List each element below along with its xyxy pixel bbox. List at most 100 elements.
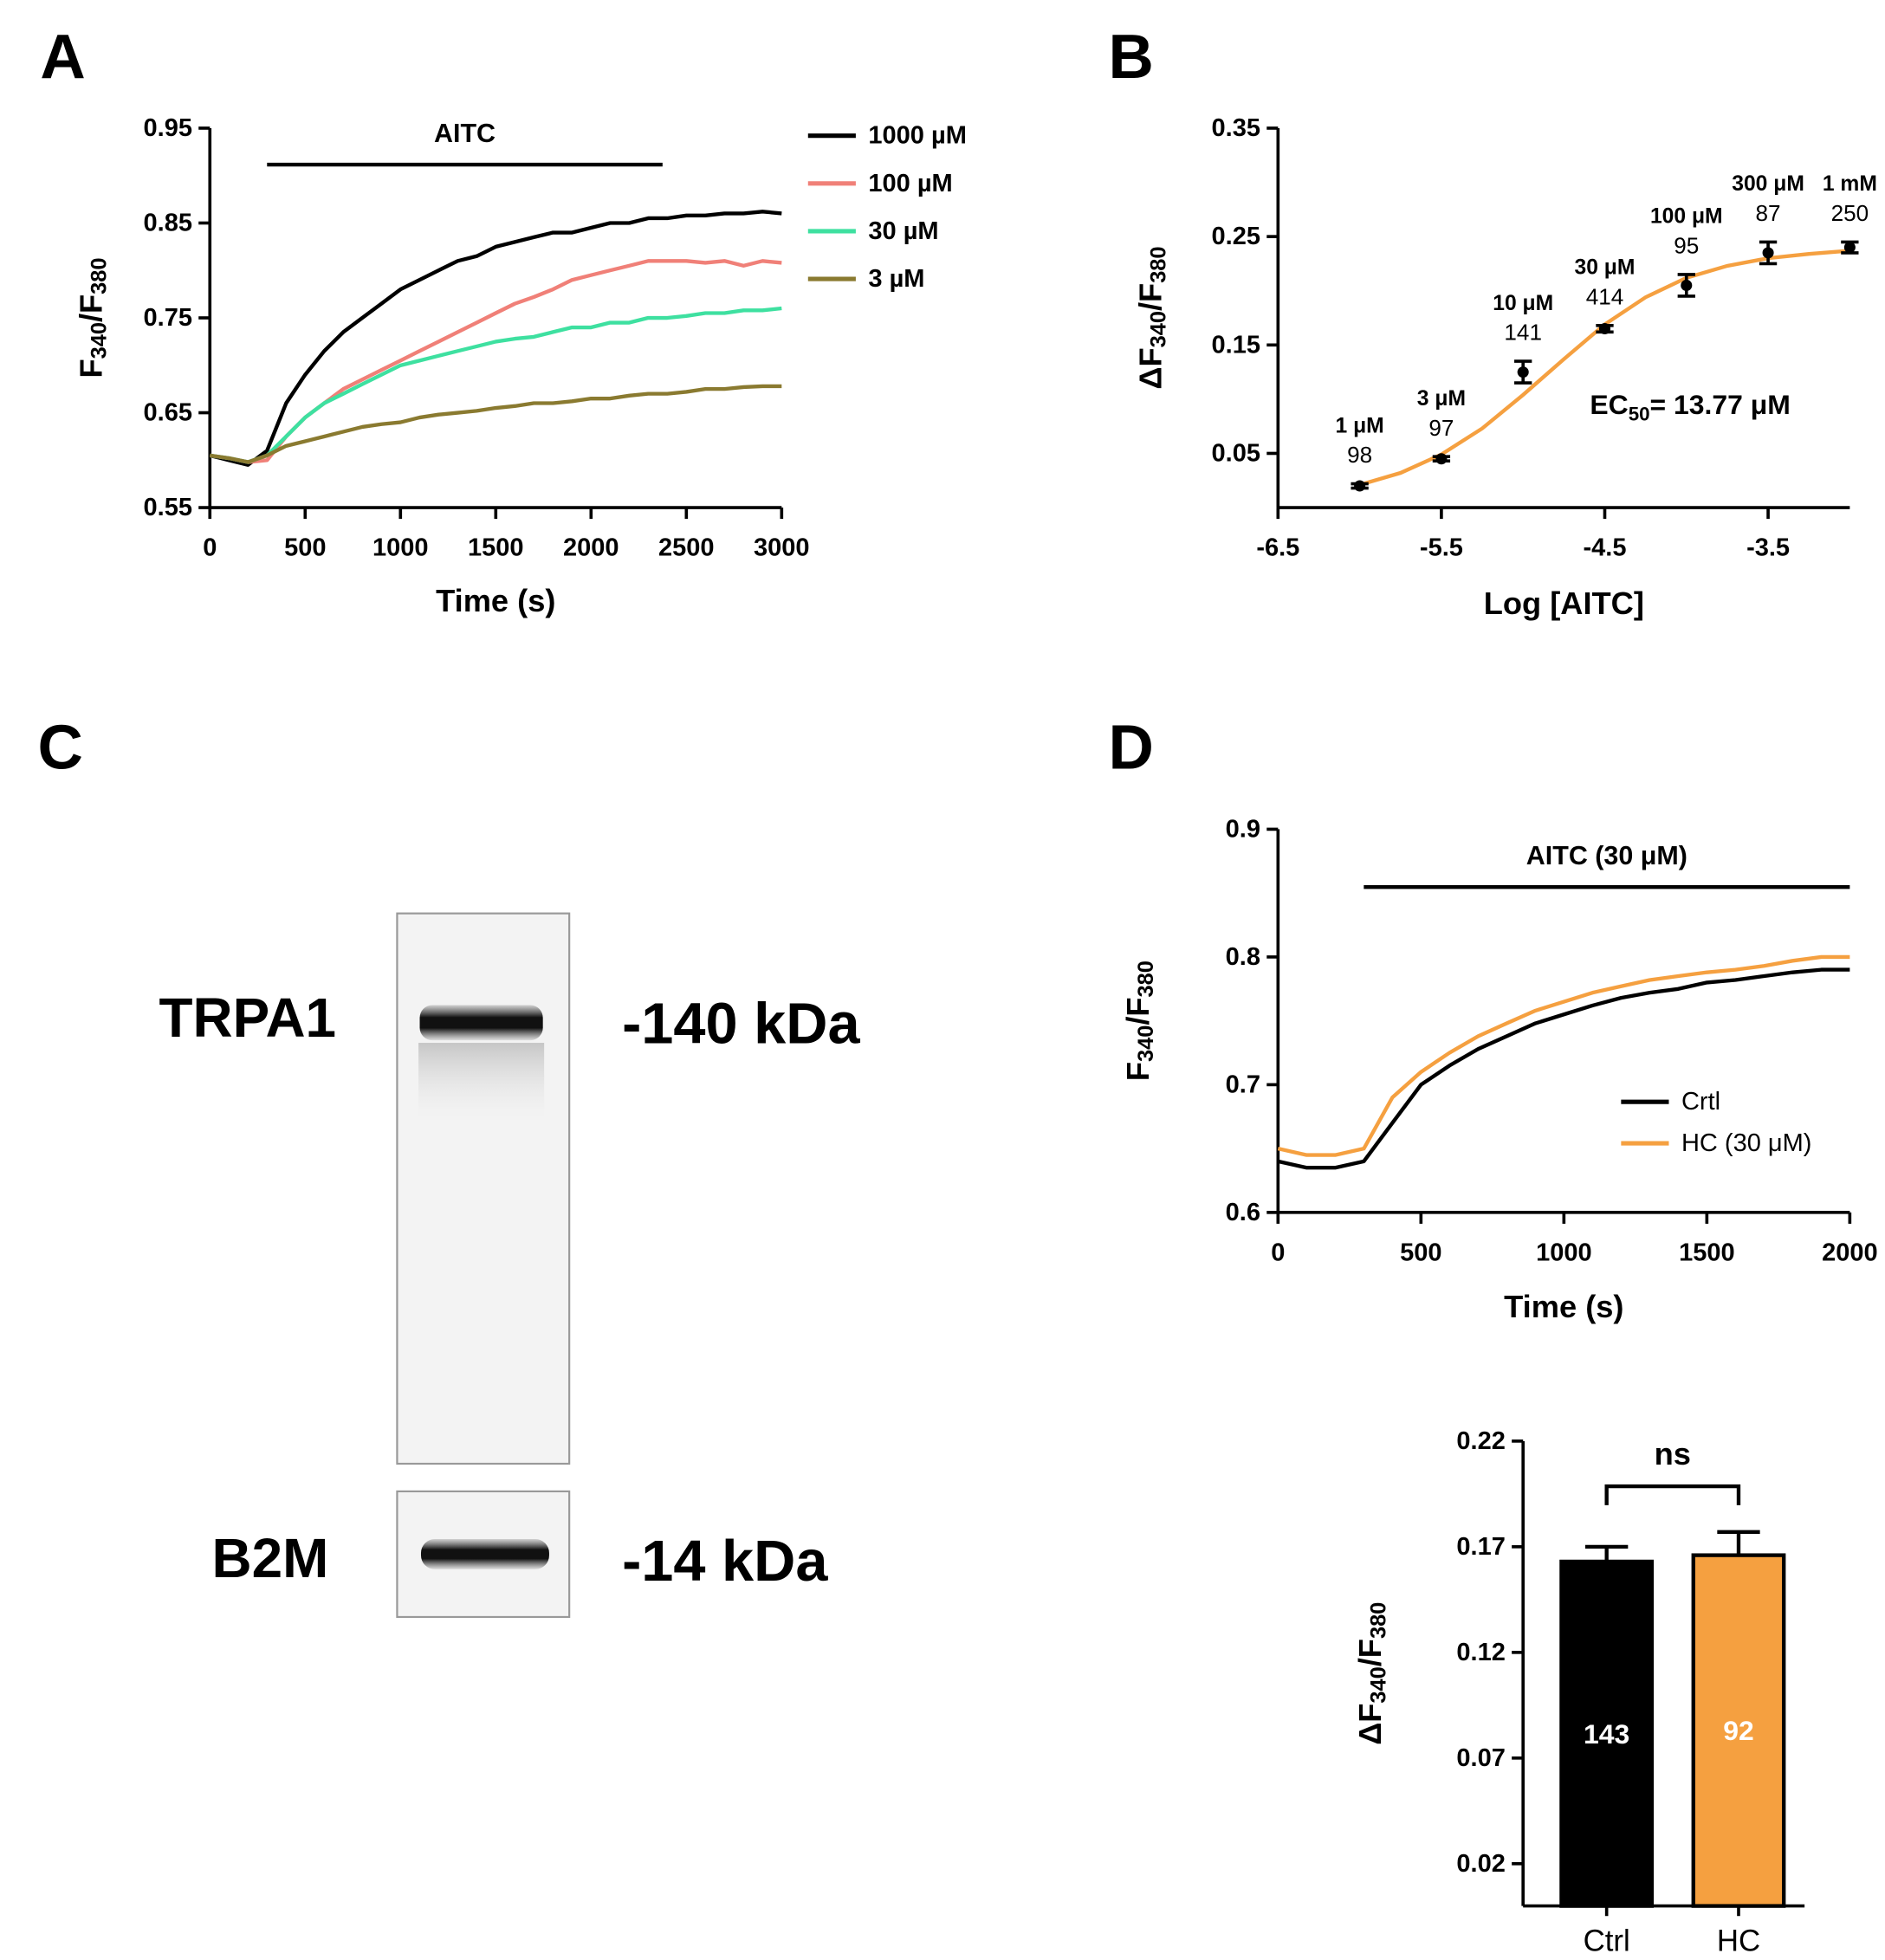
x-tick-label: 2000 xyxy=(1822,1239,1878,1266)
y-axis-label-part: 380 xyxy=(1366,1602,1390,1639)
annotation-part: = 13.77 μM xyxy=(1650,389,1791,420)
panel-letter: D xyxy=(1108,713,1153,783)
y-axis-label-part: /F xyxy=(1352,1639,1388,1666)
n-label: 141 xyxy=(1504,320,1542,346)
point-label: 10 μM xyxy=(1493,292,1553,315)
point xyxy=(1681,279,1693,291)
annotation: EC50= 13.77 μM xyxy=(1590,389,1790,424)
y-tick-label: 0.8 xyxy=(1226,943,1260,971)
x-axis-label: Log [AITC] xyxy=(1484,585,1644,621)
legend-label: HC (30 μM) xyxy=(1681,1129,1811,1157)
legend-label: 1000 µM xyxy=(868,122,966,150)
annotation-part: 50 xyxy=(1629,403,1650,424)
point-label: 1 μM xyxy=(1336,414,1384,437)
trace xyxy=(209,306,782,464)
x-tick-label: -5.5 xyxy=(1420,534,1463,561)
y-axis-label: ΔF340/F380 xyxy=(1352,1602,1391,1745)
significance-bracket xyxy=(1604,1484,1741,1505)
x-axis-label: Time (s) xyxy=(436,583,555,618)
point xyxy=(1598,323,1611,335)
point-label: 30 μM xyxy=(1575,256,1636,280)
trace xyxy=(1277,967,1850,1170)
y-axis-label: ΔF340/F380 xyxy=(1132,246,1171,389)
n-label: 95 xyxy=(1674,233,1699,259)
x-tick-label: 1000 xyxy=(1536,1239,1592,1266)
blot-smear xyxy=(418,1043,545,1119)
y-tick-label: 0.95 xyxy=(144,114,192,142)
x-tick-label: 1500 xyxy=(1679,1239,1735,1266)
legend-label: 3 µM xyxy=(868,265,924,293)
x-tick-label: -4.5 xyxy=(1583,534,1626,561)
x-axis-label: Time (s) xyxy=(1504,1289,1623,1324)
y-tick-label: 0.65 xyxy=(144,399,192,427)
annotation: AITC (30 μM) xyxy=(1526,841,1687,870)
panel-letter: B xyxy=(1108,22,1153,92)
legend-label: Crtl xyxy=(1681,1088,1720,1116)
y-axis-label-part: 380 xyxy=(1134,961,1158,997)
legend-label: 100 µM xyxy=(868,170,952,197)
x-tick-label: 0 xyxy=(203,534,217,561)
y-tick-label: 0.55 xyxy=(144,494,192,521)
point xyxy=(1762,247,1774,259)
point xyxy=(1354,480,1366,492)
blot-label: B2M xyxy=(212,1527,329,1589)
y-axis-label-part: 380 xyxy=(87,257,112,294)
point xyxy=(1843,242,1856,254)
trace xyxy=(209,384,782,464)
trace xyxy=(209,210,782,467)
blot-size: -14 kDa xyxy=(622,1530,828,1594)
x-tick-label: 1500 xyxy=(468,534,524,561)
n-label: 250 xyxy=(1831,200,1869,226)
trace xyxy=(1277,954,1850,1157)
x-tick-label: 500 xyxy=(1400,1239,1441,1266)
y-tick-label: 0.22 xyxy=(1456,1427,1505,1455)
y-tick-label: 0.17 xyxy=(1456,1533,1505,1561)
n-label: 92 xyxy=(1723,1715,1754,1746)
y-tick-label: 0.7 xyxy=(1226,1071,1260,1098)
trace xyxy=(209,259,782,464)
x-tick-label: HC xyxy=(1717,1924,1760,1958)
y-tick-label: 0.6 xyxy=(1226,1199,1260,1226)
n-label: 97 xyxy=(1428,415,1454,441)
y-tick-label: 0.07 xyxy=(1456,1744,1505,1772)
x-tick-label: 500 xyxy=(284,534,326,561)
y-axis-label-part: /F xyxy=(1132,283,1168,311)
n-label: 143 xyxy=(1584,1718,1629,1750)
y-axis-label-part: 340 xyxy=(1134,1025,1158,1062)
x-tick-label: Ctrl xyxy=(1584,1924,1630,1958)
y-tick-label: 0.12 xyxy=(1456,1639,1505,1666)
point-label: 100 μM xyxy=(1650,205,1723,229)
x-tick-label: 2500 xyxy=(658,534,715,561)
y-axis-label-part: F xyxy=(73,359,108,378)
legend-label: 30 µM xyxy=(868,217,938,245)
point-label: 300 μM xyxy=(1732,172,1804,196)
y-axis-label: F340/F380 xyxy=(1119,961,1158,1081)
point xyxy=(1517,366,1529,378)
panel-letter: C xyxy=(38,713,83,783)
y-axis-label-part: F xyxy=(1119,1062,1155,1081)
y-tick-label: 0.85 xyxy=(144,209,192,236)
blot-label: TRPA1 xyxy=(159,986,336,1049)
annotation: AITC xyxy=(434,119,496,148)
y-axis-label-part: /F xyxy=(73,294,108,322)
significance-label: ns xyxy=(1655,1436,1691,1472)
y-axis-label-part: ΔF xyxy=(1132,347,1168,389)
y-tick-label: 0.9 xyxy=(1226,815,1260,843)
x-tick-label: -6.5 xyxy=(1256,534,1299,561)
y-axis-label: F340/F380 xyxy=(73,257,112,378)
blot-band xyxy=(420,1539,549,1569)
y-axis-label-part: 340 xyxy=(1366,1666,1390,1703)
y-tick-label: 0.15 xyxy=(1212,331,1260,359)
y-axis-label-part: 340 xyxy=(1147,311,1171,347)
panel-letter: A xyxy=(40,22,85,92)
point-label: 1 mM xyxy=(1823,172,1877,196)
blot-band xyxy=(419,1005,543,1041)
n-label: 87 xyxy=(1756,200,1781,226)
y-tick-label: 0.02 xyxy=(1456,1850,1505,1878)
y-tick-label: 0.25 xyxy=(1212,223,1260,250)
y-axis-label-part: /F xyxy=(1119,997,1155,1025)
y-tick-label: 0.75 xyxy=(144,304,192,332)
x-tick-label: 2000 xyxy=(563,534,619,561)
